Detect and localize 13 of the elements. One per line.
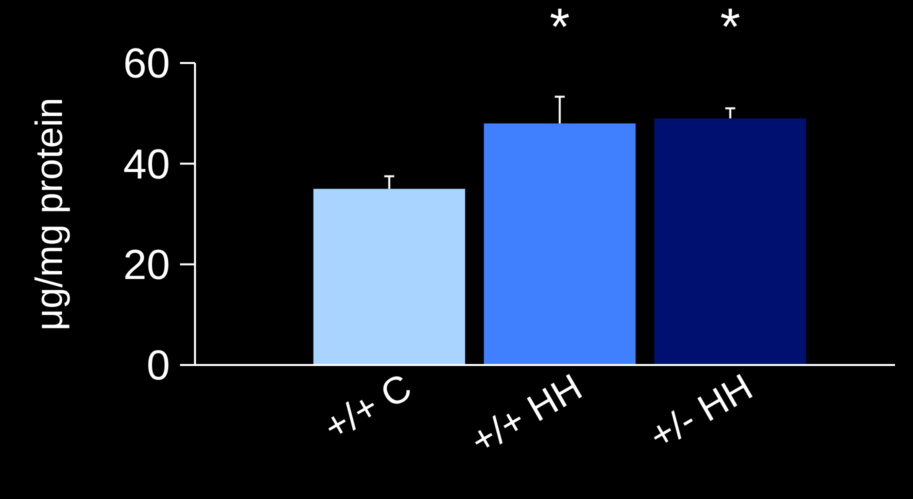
y-tick-label: 0 [146, 342, 170, 389]
y-tick-label: 40 [123, 140, 170, 188]
x-tick-label: +/- HH [642, 366, 760, 458]
y-tick-label: 20 [123, 241, 170, 288]
y-axis-title: μg/mg protein [29, 97, 71, 331]
y-tick-label: 60 [123, 40, 170, 87]
bar [654, 118, 806, 365]
x-tick-label: +/+ C [317, 366, 419, 450]
bar [313, 188, 466, 365]
x-tick-label: +/+ HH [464, 366, 590, 463]
bar [484, 123, 636, 365]
text: * [550, 0, 570, 56]
text: * [720, 0, 740, 56]
